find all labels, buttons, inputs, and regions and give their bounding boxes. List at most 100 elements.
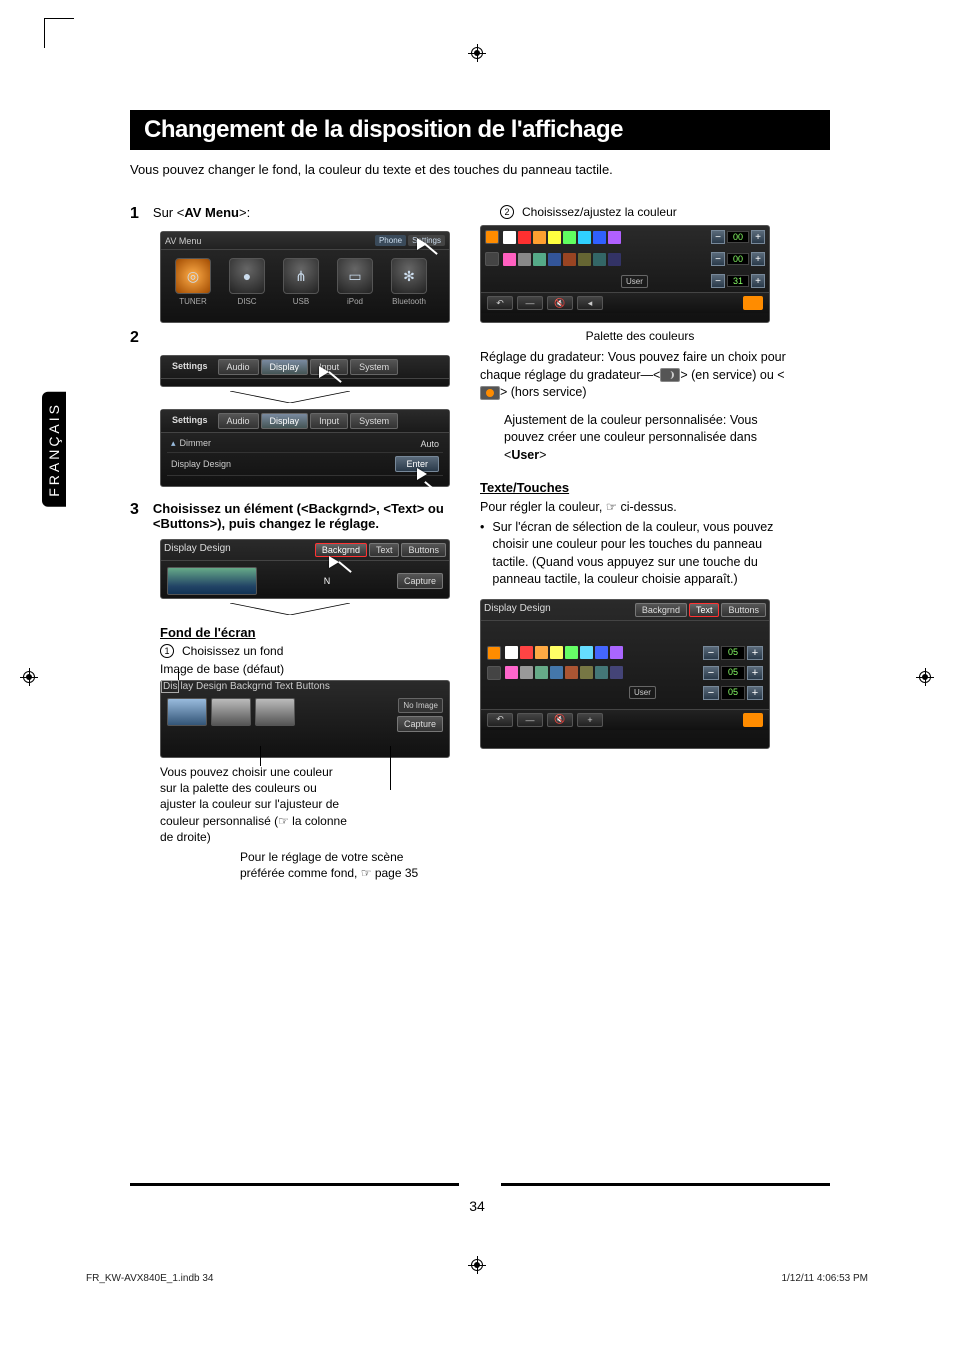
palette-swatch[interactable] bbox=[593, 231, 606, 244]
tab-system[interactable]: System bbox=[350, 359, 398, 375]
bg-thumb[interactable] bbox=[211, 698, 251, 726]
tab-input[interactable]: Input bbox=[310, 413, 348, 429]
av-item-tuner[interactable]: ◎TUNER bbox=[171, 258, 215, 306]
bottom-button[interactable]: ◂ bbox=[577, 296, 603, 310]
palette-swatch[interactable] bbox=[563, 231, 576, 244]
tab-text[interactable]: Text bbox=[275, 681, 293, 692]
no-image-button[interactable]: No Image bbox=[398, 698, 443, 713]
bg-thumb[interactable] bbox=[167, 698, 207, 726]
av-item-usb[interactable]: ⋔USB bbox=[279, 258, 323, 306]
palette-swatch[interactable] bbox=[595, 666, 608, 679]
palette-swatch[interactable] bbox=[593, 253, 606, 266]
tab-backgrnd[interactable]: Backgrnd bbox=[230, 681, 272, 692]
palette-swatch[interactable] bbox=[565, 666, 578, 679]
gradient-note: Réglage du gradateur: Vous pouvez faire … bbox=[480, 349, 800, 402]
palette-swatch[interactable] bbox=[610, 646, 623, 659]
palette-swatch[interactable] bbox=[580, 666, 593, 679]
bg-thumb[interactable] bbox=[255, 698, 295, 726]
palette-swatch[interactable] bbox=[578, 253, 591, 266]
tab-buttons[interactable]: Buttons bbox=[401, 543, 446, 557]
plus-button[interactable]: + bbox=[751, 230, 765, 244]
tab-buttons[interactable]: Buttons bbox=[721, 603, 766, 617]
user-color-chip[interactable]: User bbox=[629, 686, 656, 699]
crop-mark bbox=[44, 18, 74, 48]
tab-display[interactable]: Display bbox=[261, 359, 309, 375]
palette-swatch[interactable] bbox=[580, 646, 593, 659]
palette-swatch[interactable] bbox=[505, 666, 518, 679]
user-color-chip[interactable]: User bbox=[621, 275, 648, 288]
palette-swatch[interactable] bbox=[608, 253, 621, 266]
home-button[interactable] bbox=[743, 713, 763, 727]
palette-swatch[interactable] bbox=[535, 646, 548, 659]
palette-swatch[interactable] bbox=[548, 253, 561, 266]
minus-button[interactable]: − bbox=[703, 666, 719, 680]
bottom-button[interactable]: — bbox=[517, 296, 543, 310]
palette-swatch[interactable] bbox=[533, 253, 546, 266]
setting-row-dimmer[interactable]: ▴Dimmer Auto bbox=[167, 435, 443, 453]
palette-swatch[interactable] bbox=[608, 231, 621, 244]
tab-system[interactable]: System bbox=[350, 413, 398, 429]
tab-display[interactable]: Display bbox=[261, 413, 309, 429]
circled-2-icon: 2 bbox=[500, 205, 514, 219]
palette-swatch[interactable] bbox=[535, 666, 548, 679]
plus-button[interactable]: + bbox=[747, 666, 763, 680]
palette-swatch[interactable] bbox=[520, 646, 533, 659]
minus-button[interactable]: − bbox=[711, 274, 725, 288]
bottom-button[interactable]: — bbox=[517, 713, 543, 727]
dimmer-off-icon[interactable] bbox=[487, 666, 501, 680]
palette-swatch[interactable] bbox=[503, 231, 516, 244]
bottom-button[interactable]: 🔇 bbox=[547, 296, 573, 310]
palette-swatch[interactable] bbox=[518, 231, 531, 244]
home-button[interactable] bbox=[743, 296, 763, 310]
tab-text[interactable]: Text bbox=[689, 603, 720, 617]
palette-swatch[interactable] bbox=[503, 253, 516, 266]
av-item-bluetooth[interactable]: ✻Bluetooth bbox=[387, 258, 431, 306]
tab-buttons[interactable]: Buttons bbox=[296, 681, 330, 692]
tab-backgrnd[interactable]: Backgrnd bbox=[315, 543, 367, 557]
dimmer-on-icon[interactable] bbox=[485, 230, 499, 244]
bottom-button[interactable]: 🔇 bbox=[547, 713, 573, 727]
bluetooth-icon: ✻ bbox=[391, 258, 427, 294]
tab-audio[interactable]: Audio bbox=[218, 413, 259, 429]
av-item-ipod[interactable]: ▭iPod bbox=[333, 258, 377, 306]
palette-swatch[interactable] bbox=[550, 666, 563, 679]
plus-button[interactable]: + bbox=[751, 252, 765, 266]
tab-text[interactable]: Text bbox=[369, 543, 400, 557]
palette-swatch[interactable] bbox=[505, 646, 518, 659]
palette-swatch[interactable] bbox=[520, 666, 533, 679]
tab-backgrnd[interactable]: Backgrnd bbox=[635, 603, 687, 617]
expand-icon: ▴ bbox=[171, 438, 176, 448]
setting-row-design[interactable]: Display Design Enter bbox=[167, 453, 443, 476]
phone-chip[interactable]: Phone bbox=[375, 235, 406, 246]
palette-swatch[interactable] bbox=[595, 646, 608, 659]
av-item-disc[interactable]: ●DISC bbox=[225, 258, 269, 306]
palette-swatch[interactable] bbox=[518, 253, 531, 266]
palette-swatch[interactable] bbox=[548, 231, 561, 244]
plus-button[interactable]: + bbox=[751, 274, 765, 288]
palette-swatch[interactable] bbox=[550, 646, 563, 659]
plus-button[interactable]: + bbox=[747, 646, 763, 660]
minus-button[interactable]: − bbox=[703, 686, 719, 700]
bottom-button[interactable]: + bbox=[577, 713, 603, 727]
back-button[interactable] bbox=[487, 713, 513, 727]
minus-button[interactable]: − bbox=[703, 646, 719, 660]
minus-button[interactable]: − bbox=[711, 252, 725, 266]
capture-button[interactable]: Capture bbox=[397, 573, 443, 589]
minus-button[interactable]: − bbox=[711, 230, 725, 244]
palette-swatch[interactable] bbox=[610, 666, 623, 679]
plus-button[interactable]: + bbox=[747, 686, 763, 700]
substep-1: 1 Choisissez un fond bbox=[160, 644, 450, 658]
back-button[interactable] bbox=[487, 296, 513, 310]
palette-swatch[interactable] bbox=[565, 646, 578, 659]
capture-button[interactable]: Capture bbox=[397, 716, 443, 732]
tab-audio[interactable]: Audio bbox=[218, 359, 259, 375]
dimmer-on-icon[interactable] bbox=[487, 646, 501, 660]
substep-2: 2 Choisissez/ajustez la couleur bbox=[500, 205, 800, 219]
heading-fond: Fond de l'écran bbox=[160, 625, 450, 640]
palette-swatch[interactable] bbox=[563, 253, 576, 266]
palette-swatch[interactable] bbox=[578, 231, 591, 244]
settings-tabs-panel: Settings Audio Display Input System bbox=[160, 355, 450, 387]
palette-swatch[interactable] bbox=[533, 231, 546, 244]
dimmer-off-icon[interactable] bbox=[485, 252, 499, 266]
circled-1-icon: 1 bbox=[160, 644, 174, 658]
